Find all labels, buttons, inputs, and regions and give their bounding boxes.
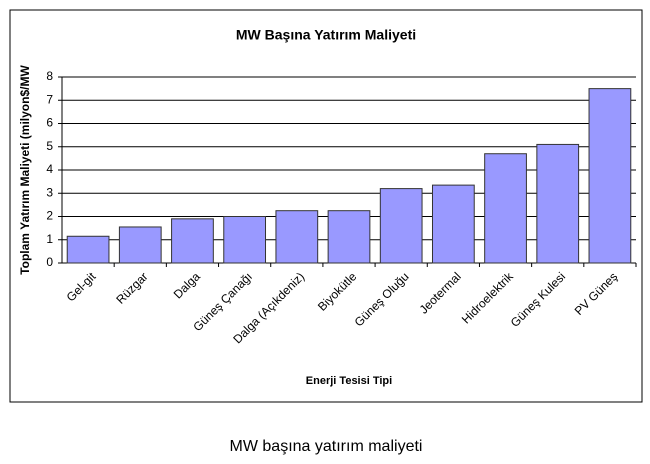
y-tick-label: 4 <box>46 162 53 176</box>
bar <box>536 143 580 264</box>
y-tick-label: 8 <box>46 69 53 83</box>
y-tick-label: 6 <box>46 116 53 130</box>
bar <box>223 216 267 264</box>
y-tick-label: 5 <box>46 139 53 153</box>
bar <box>171 218 214 264</box>
chart-title: MW Başına Yatırım Maliyeti <box>236 27 416 43</box>
bar <box>588 88 632 264</box>
caption: MW başına yatırım maliyeti <box>230 438 423 455</box>
bar <box>431 184 475 264</box>
y-tick-label: 3 <box>46 185 53 199</box>
bar <box>66 235 110 264</box>
y-tick-label: 7 <box>46 92 53 106</box>
y-axis-label: Toplam Yatırım Maliyeti (milyon$/MW <box>18 65 32 275</box>
y-tick-label: 2 <box>46 209 53 223</box>
bar <box>379 188 423 264</box>
bar <box>484 153 527 264</box>
y-tick-label: 1 <box>46 232 53 246</box>
y-tick-label: 0 <box>46 255 53 269</box>
bar <box>275 210 319 264</box>
bar <box>118 226 162 264</box>
bar <box>327 210 371 264</box>
x-axis-label: Enerji Tesisi Tipi <box>306 375 392 387</box>
